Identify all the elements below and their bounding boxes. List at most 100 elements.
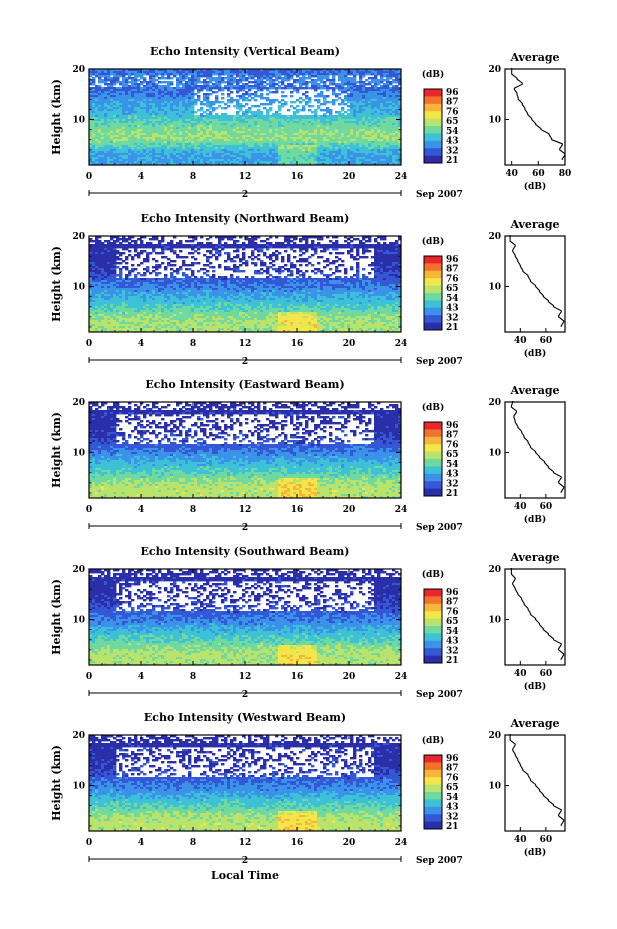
x-tick-label: 0 — [86, 339, 92, 349]
colorbar-swatch — [424, 263, 442, 272]
colorbar-swatch — [424, 806, 442, 815]
colorbar-swatch — [424, 488, 442, 497]
x-tick-label: 0 — [86, 505, 92, 515]
colorbar-swatch — [424, 755, 442, 763]
average-x-tick-label: 40 — [505, 169, 518, 179]
average-line — [509, 235, 565, 327]
colorbar-tick-label: 43 — [446, 470, 459, 480]
colorbar-unit: (dB) — [422, 735, 444, 746]
echo-panel-3: Echo Intensity (Eastward Beam) 0 4 8 12 16 20 2… — [50, 378, 566, 533]
colorbar-tick-label: 96 — [446, 421, 459, 431]
y-axis: 10 20 Height (km) — [50, 731, 401, 827]
average-y-tick-label: 20 — [488, 65, 501, 75]
y-tick-label: 10 — [72, 116, 85, 126]
colorbar-tick-label: 21 — [446, 323, 459, 333]
x-tick-label: 24 — [395, 339, 408, 349]
colorbar-swatch — [424, 278, 442, 286]
colorbar-unit: (dB) — [422, 402, 444, 413]
colorbar-swatch — [424, 814, 442, 822]
x-tick-label: 16 — [291, 505, 304, 515]
colorbar-swatch — [424, 596, 442, 605]
x-tick-label: 4 — [138, 505, 144, 515]
x-tick-label: 8 — [190, 838, 196, 848]
colorbar-swatch — [424, 436, 442, 445]
colorbar-tick-label: 32 — [446, 479, 459, 489]
colorbar-swatch — [424, 481, 442, 489]
x-tick-label: 24 — [395, 505, 408, 515]
average-title: Average — [509, 384, 559, 397]
x-tick-label: 12 — [239, 838, 252, 848]
average-y-tick-label: 10 — [488, 283, 501, 293]
average-panel: Average 40 60 10 20 (dB) — [488, 717, 566, 858]
x-axis: 0 4 8 12 16 20 24 2 Sep 2007 — [86, 69, 463, 200]
colorbar-swatch — [424, 603, 442, 612]
colorbar-swatch — [424, 133, 442, 142]
panel-title: Echo Intensity (Eastward Beam) — [145, 378, 344, 391]
x-tick-label: 0 — [86, 172, 92, 182]
panel-title: Echo Intensity (Southward Beam) — [141, 545, 350, 558]
y-axis: 10 20 Height (km) — [50, 65, 401, 161]
colorbar-swatch — [424, 640, 442, 649]
x-tick-label: 12 — [239, 672, 252, 682]
colorbar-tick-label: 32 — [446, 646, 459, 656]
colorbar-swatch — [424, 451, 442, 460]
average-frame — [504, 401, 566, 499]
colorbar-swatch — [424, 444, 442, 452]
panel-title: Echo Intensity (Northward Beam) — [141, 212, 350, 225]
colorbar-swatch — [424, 466, 442, 475]
day-label: 2 — [242, 856, 248, 866]
x-tick-label: 16 — [291, 672, 304, 682]
colorbar-swatch — [424, 799, 442, 808]
colorbar-tick-label: 43 — [446, 637, 459, 647]
colorbar-tick-label: 21 — [446, 822, 459, 832]
colorbar-tick-label: 65 — [446, 617, 459, 627]
colorbar-tick-label: 43 — [446, 803, 459, 813]
colorbar-swatch — [424, 777, 442, 785]
average-frame — [504, 235, 566, 333]
y-axis-label: Height (km) — [50, 579, 63, 655]
average-frame — [504, 734, 566, 832]
x-tick-label: 16 — [291, 838, 304, 848]
average-frame — [504, 568, 566, 666]
colorbar-tick-label: 87 — [446, 265, 459, 275]
colorbar-tick-label: 87 — [446, 98, 459, 108]
average-y-tick-label: 10 — [488, 616, 501, 626]
average-x-tick-label: 60 — [540, 502, 553, 512]
colorbar-swatch — [424, 626, 442, 634]
y-axis-label: Height (km) — [50, 246, 63, 322]
panel-title: Echo Intensity (Vertical Beam) — [150, 45, 340, 58]
average-x-tick-label: 40 — [514, 669, 527, 679]
x-tick-label: 20 — [343, 505, 356, 515]
colorbar-unit: (dB) — [422, 236, 444, 247]
x-tick-label: 20 — [343, 838, 356, 848]
colorbar-swatch — [424, 784, 442, 793]
x-tick-label: 12 — [239, 505, 252, 515]
echo-panel-2: Echo Intensity (Northward Beam) 0 4 8 12 16 20… — [50, 212, 566, 367]
average-line — [510, 568, 565, 660]
colorbar-swatch — [424, 118, 442, 127]
x-tick-label: 12 — [239, 172, 252, 182]
colorbar-tick-label: 87 — [446, 764, 459, 774]
y-tick-label: 20 — [72, 565, 85, 575]
average-x-tick-label: 60 — [540, 669, 553, 679]
colorbar-tick-label: 76 — [446, 107, 459, 117]
average-title: Average — [509, 551, 559, 564]
colorbar-swatch — [424, 315, 442, 323]
x-tick-label: 16 — [291, 172, 304, 182]
colorbar-tick-label: 65 — [446, 117, 459, 127]
heatmap-cells — [89, 402, 402, 499]
y-axis-label: Height (km) — [50, 79, 63, 155]
colorbar-swatch — [424, 769, 442, 778]
average-title: Average — [509, 51, 559, 64]
colorbar-tick-label: 65 — [446, 783, 459, 793]
panel-title: Echo Intensity (Westward Beam) — [144, 711, 346, 724]
colorbar-unit: (dB) — [422, 69, 444, 80]
colorbar-swatch — [424, 300, 442, 309]
x-tick-label: 4 — [138, 172, 144, 182]
colorbar-tick-label: 96 — [446, 754, 459, 764]
average-y-tick-label: 20 — [488, 731, 501, 741]
y-tick-label: 10 — [72, 616, 85, 626]
